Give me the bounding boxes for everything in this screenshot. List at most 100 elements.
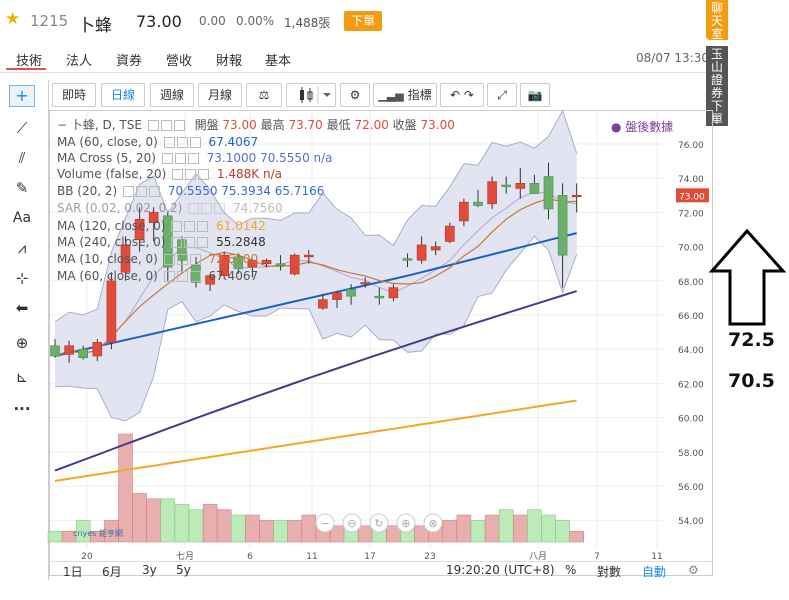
- legend-control[interactable]: [136, 186, 148, 197]
- auto-scale-toggle[interactable]: 自動: [642, 565, 667, 579]
- collapse-legend-icon[interactable]: −: [57, 118, 68, 132]
- legend-control[interactable]: [184, 237, 196, 248]
- volume-bar: [498, 509, 514, 543]
- compare-scale-icon[interactable]: ⚖: [246, 83, 282, 107]
- legend-control[interactable]: [163, 254, 175, 265]
- legend-control[interactable]: [214, 203, 226, 214]
- after-hours-data-toggle[interactable]: ● 盤後數據: [611, 120, 674, 134]
- low-label: 最低: [326, 118, 351, 132]
- volume-bar: [273, 520, 288, 543]
- legend-row-value: 72.6100: [208, 252, 259, 266]
- tab-basic[interactable]: 基本: [265, 54, 292, 69]
- legend-control[interactable]: [189, 254, 201, 265]
- place-order-button[interactable]: 下單: [344, 11, 382, 31]
- favorite-star-icon[interactable]: ★: [5, 9, 21, 29]
- range-5y-button[interactable]: 5y: [176, 563, 191, 577]
- legend-control[interactable]: [171, 221, 183, 232]
- legend-control[interactable]: [171, 237, 183, 248]
- tab-institutional[interactable]: 法人: [66, 54, 93, 69]
- daily-button[interactable]: 日線: [101, 83, 145, 107]
- tab-revenue[interactable]: 營收: [166, 54, 193, 69]
- weekly-button[interactable]: 週線: [150, 83, 194, 107]
- chat-room-button[interactable]: 聊天室: [706, 0, 728, 41]
- bollinger-upper-line: [54, 109, 578, 323]
- ma240-line: [54, 399, 577, 482]
- tab-financials[interactable]: 財報: [216, 54, 243, 69]
- redo-icon[interactable]: ↷: [463, 88, 474, 102]
- legend-row: MA (60, close, 0) 67.4067: [57, 269, 258, 284]
- legend-control[interactable]: [197, 237, 209, 248]
- log-scale-toggle[interactable]: 對數: [597, 565, 622, 579]
- volume-bar: [287, 520, 302, 543]
- settings-gear-icon[interactable]: ⚙: [340, 83, 370, 107]
- price-tick-label: 70.00: [678, 244, 704, 254]
- range-6m-button[interactable]: 6月: [102, 565, 122, 579]
- legend-control[interactable]: [147, 120, 159, 131]
- legend-control[interactable]: [189, 137, 201, 148]
- pager-button-icon: ↻: [374, 517, 383, 530]
- more-tools-icon[interactable]: ···: [13, 400, 31, 418]
- cnyes-logo: cnyes 鉅亨網: [73, 529, 123, 538]
- percent-scale-toggle[interactable]: %: [565, 563, 577, 577]
- candle-body: [388, 287, 399, 299]
- text-tool-icon[interactable]: Aa: [12, 210, 32, 226]
- chart-type-icon[interactable]: [286, 83, 336, 107]
- undo-icon[interactable]: ↶: [450, 88, 461, 102]
- intraday-button[interactable]: 即時: [52, 83, 96, 107]
- candlesticks: [50, 162, 582, 363]
- undo-redo-buttons[interactable]: ↶ ↷: [440, 83, 484, 107]
- measure-tool-icon[interactable]: ⊹: [15, 269, 29, 287]
- legend-control[interactable]: [160, 120, 172, 131]
- legend-control[interactable]: [172, 169, 184, 180]
- legend-control[interactable]: [161, 153, 173, 164]
- trendline-tool-icon[interactable]: ⟋: [16, 119, 28, 137]
- candle-body: [148, 212, 159, 223]
- indicators-button[interactable]: ▁▃▅ 指標: [373, 83, 437, 107]
- range-1d-button[interactable]: 1日: [63, 565, 83, 579]
- chart-settings-gear-icon[interactable]: ⚙: [688, 563, 699, 577]
- legend-control[interactable]: [198, 169, 210, 180]
- ruler-icon[interactable]: ⊾: [15, 368, 29, 386]
- legend-control[interactable]: [174, 153, 186, 164]
- monthly-button[interactable]: 月線: [198, 83, 242, 107]
- legend-control[interactable]: [163, 271, 175, 282]
- legend-control[interactable]: [176, 137, 188, 148]
- brush-tool-icon[interactable]: ✎: [15, 179, 29, 197]
- bollinger-lower-line: [54, 235, 578, 422]
- legend-control[interactable]: [185, 169, 197, 180]
- zoom-in-icon[interactable]: ⊕: [15, 334, 29, 352]
- legend-control[interactable]: [188, 203, 200, 214]
- legend-control[interactable]: [197, 221, 209, 232]
- legend-row: MA (120, close, 0) 61.0142: [57, 219, 266, 234]
- close-value: 73.00: [420, 118, 455, 132]
- crosshair-tool-icon[interactable]: +: [9, 85, 35, 107]
- legend-control[interactable]: [176, 271, 188, 282]
- date-axis: 20 七月 6 11 17 23 八月 7 11: [81, 551, 662, 562]
- range-3y-button[interactable]: 3y: [142, 563, 157, 577]
- pattern-tool-icon[interactable]: ⩘: [17, 239, 27, 257]
- legend-control[interactable]: [123, 186, 135, 197]
- date-tick-label: 23: [424, 552, 435, 562]
- last-price-badge: [676, 188, 709, 203]
- fib-tool-icon[interactable]: ⫽: [18, 149, 26, 167]
- candle-body: [64, 345, 74, 355]
- tab-margin[interactable]: 資券: [116, 54, 143, 69]
- fullscreen-icon[interactable]: ⤢: [487, 83, 517, 107]
- camera-icon[interactable]: 📷: [520, 83, 550, 107]
- legend-control[interactable]: [189, 271, 201, 282]
- legend-control[interactable]: [201, 203, 213, 214]
- legend-control[interactable]: [163, 137, 175, 148]
- tab-technical[interactable]: 技術: [16, 54, 43, 69]
- legend-control[interactable]: [149, 186, 161, 197]
- broker-order-button[interactable]: 玉山證券下單: [706, 46, 728, 126]
- legend-control[interactable]: [176, 254, 188, 265]
- arrow-left-icon[interactable]: ⬅: [15, 299, 29, 317]
- legend-control[interactable]: [187, 153, 199, 164]
- bottom-bar: [49, 561, 713, 578]
- chart-frame[interactable]: [49, 110, 713, 576]
- legend-row-label: MA (60, close, 0): [57, 135, 158, 149]
- candle-body: [444, 225, 455, 242]
- legend-control[interactable]: [173, 120, 185, 131]
- legend-control[interactable]: [184, 221, 196, 232]
